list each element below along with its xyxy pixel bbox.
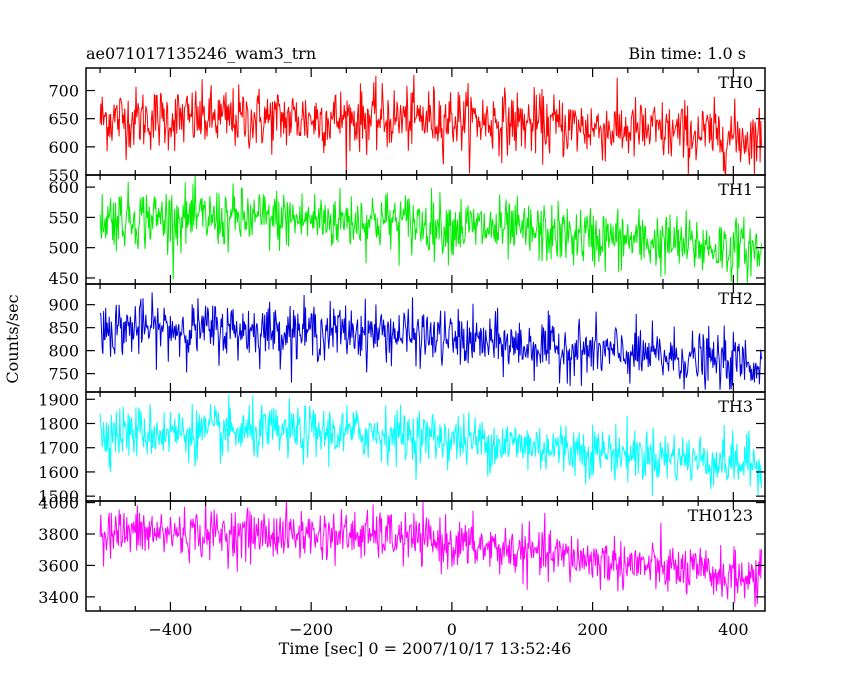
panel-th2: TH2 750 800 850 900 [48, 283, 766, 393]
panel-frame [85, 174, 766, 285]
y-tick-label: 1700 [38, 439, 79, 458]
y-tick-label: 900 [48, 296, 79, 315]
panel-name-label: TH0 [718, 73, 753, 92]
y-tick-label: 1800 [38, 414, 79, 433]
y-tick-label: 3600 [38, 556, 79, 575]
series-line-th0123 [99, 501, 762, 608]
y-tick-label: 550 [48, 208, 79, 227]
y-tick-label: 800 [48, 342, 79, 361]
panel-th1: TH1 450 500 550 600 [48, 174, 766, 288]
panel-name-label: TH1 [718, 180, 753, 199]
x-tick-label: −400 [148, 620, 192, 639]
y-tick-label: 600 [48, 138, 79, 157]
y-axis-label: Counts/sec [3, 294, 22, 383]
bin-time-label: Bin time: 1.0 s [628, 44, 746, 63]
chart-title: ae071017135246_wam3_trn [86, 44, 316, 63]
series-line-th2 [99, 292, 762, 390]
series-line-th3 [99, 394, 762, 497]
panel-th0123: TH0123 3400 3600 3800 4000 [38, 494, 766, 612]
y-tick-label: 650 [48, 110, 79, 129]
x-tick-label: 200 [577, 620, 608, 639]
series-line-th1 [99, 175, 762, 284]
panel-th0: TH0 550 600 650 700 [48, 67, 766, 185]
x-tick-label: −200 [289, 620, 333, 639]
y-tick-label: 750 [48, 365, 79, 384]
x-tick-label: 400 [718, 620, 749, 639]
series-line-th0 [99, 74, 762, 175]
panel-name-label: TH2 [718, 289, 753, 308]
y-tick-label: 850 [48, 319, 79, 338]
panel-th3: TH3 1500 1600 1700 1800 1900 [38, 390, 766, 506]
panel-name-label: TH3 [718, 397, 753, 416]
y-tick-label: 1600 [38, 463, 79, 482]
panels-group: TH0550600650700TH1450500550600TH27508008… [38, 67, 766, 639]
y-tick-label: 500 [48, 239, 79, 258]
y-tick-label: 3800 [38, 525, 79, 544]
y-tick-label: 4000 [38, 494, 79, 513]
panel-name-label: TH0123 [688, 506, 753, 525]
x-axis-label: Time [sec] 0 = 2007/10/17 13:52:46 [279, 639, 572, 658]
y-tick-label: 1500 [38, 487, 79, 506]
y-tick-label: 3400 [38, 588, 79, 607]
panel-frame [85, 500, 766, 612]
y-tick-label: 550 [48, 166, 79, 185]
x-tick-label: 0 [447, 620, 457, 639]
y-tick-label: 1900 [38, 390, 79, 409]
y-tick-label: 700 [48, 82, 79, 101]
y-tick-label: 450 [48, 269, 79, 288]
panel-frame [85, 283, 766, 393]
y-tick-label: 600 [48, 178, 79, 197]
